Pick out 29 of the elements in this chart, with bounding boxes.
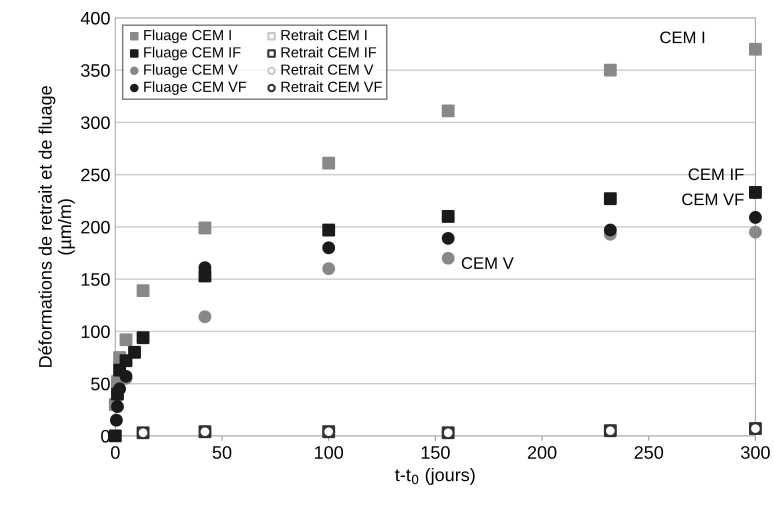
y-tick-label: 100 xyxy=(82,325,110,338)
y-tick-label: 150 xyxy=(82,273,110,286)
legend-label: Retrait CEM V xyxy=(282,64,374,75)
legend-label: Fluage CEM V xyxy=(144,64,238,78)
legend-label: Fluage CEM VF xyxy=(144,81,246,95)
x-tick-label: 0 xyxy=(111,446,120,459)
y-tick-label: 200 xyxy=(81,220,110,234)
x-tick-label: 200 xyxy=(528,446,556,459)
legend-label: Retrait CEM I xyxy=(282,30,366,40)
y-tick-label: 250 xyxy=(81,168,110,182)
annotation: CEM IF xyxy=(688,168,744,180)
legend-label: Fluage CEM I xyxy=(144,30,231,44)
y-tick-label: 50 xyxy=(91,378,110,390)
x-axis-title: t-t$_{0}$ (jours) xyxy=(395,468,475,485)
annotation: CEM I xyxy=(660,31,704,44)
legend-label: Fluage CEM IF xyxy=(144,46,241,60)
x-tick-label: 50 xyxy=(212,446,232,459)
legend-label: Retrait CEM IF xyxy=(282,46,376,58)
y-axis-title: Déformations de retrait et de fluage (µm/m) xyxy=(38,86,75,367)
annotation: CEM V xyxy=(462,257,514,269)
y-tick-label: 400 xyxy=(80,12,110,25)
x-tick-label: 150 xyxy=(422,446,450,459)
legend-label: Retrait CEM VF xyxy=(282,81,382,92)
x-tick-label: 250 xyxy=(634,446,664,459)
x-tick-label: 300 xyxy=(741,446,770,459)
y-tick-label: 350 xyxy=(81,64,110,77)
y-tick-label: 300 xyxy=(81,116,110,130)
annotation: CEM VF xyxy=(682,193,744,206)
x-tick-label: 100 xyxy=(315,446,344,459)
